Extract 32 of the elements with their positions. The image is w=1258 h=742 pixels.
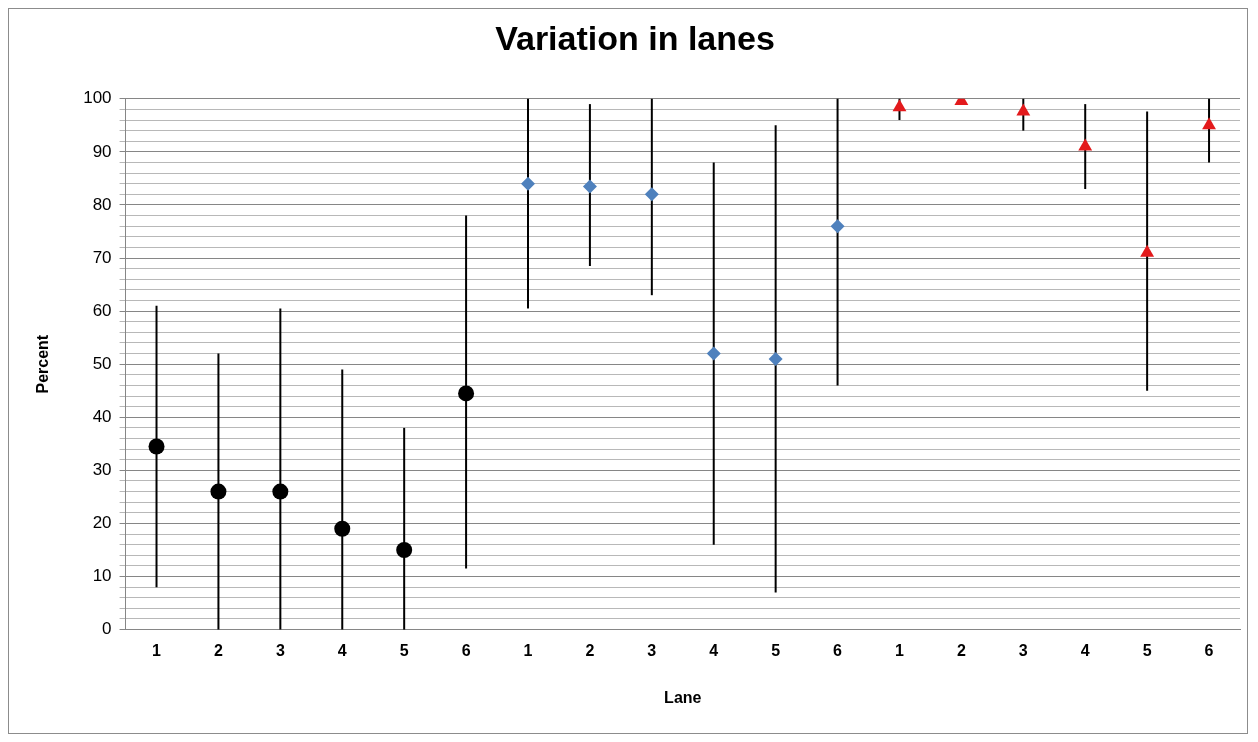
- y-tick-label: 40: [92, 406, 112, 426]
- x-tick-label: 3: [275, 641, 285, 659]
- x-tick-label: 6: [833, 641, 843, 659]
- y-tick-label: 100: [83, 88, 112, 108]
- x-tick-label: 3: [1018, 641, 1028, 659]
- y-tick-label: 80: [92, 194, 112, 214]
- x-tick-label: 4: [337, 641, 347, 659]
- x-tick-label: 6: [461, 641, 471, 659]
- x-tick-label: 2: [585, 641, 595, 659]
- x-tick-label: 1: [895, 641, 905, 659]
- y-tick-label: 70: [92, 247, 112, 267]
- x-tick-label: 1: [523, 641, 533, 659]
- x-tick-label: 2: [956, 641, 966, 659]
- x-tick-label: 5: [1142, 641, 1152, 659]
- y-tick-label: 0: [102, 619, 112, 639]
- x-tick-label: 5: [771, 641, 781, 659]
- x-tick-label: 1: [152, 641, 162, 659]
- x-tick-label: 4: [709, 641, 719, 659]
- x-tick-label: 3: [647, 641, 657, 659]
- y-tick-label: 50: [92, 353, 112, 373]
- x-tick-label: 5: [399, 641, 409, 659]
- y-axis-title: Percent: [34, 334, 52, 394]
- x-axis-title: Lane: [664, 688, 702, 706]
- x-tick-label: 4: [1080, 641, 1090, 659]
- y-tick-label: 60: [92, 300, 112, 320]
- y-tick-label: 30: [92, 460, 112, 480]
- chart-title: Variation in lanes: [495, 18, 775, 57]
- y-tick-label: 20: [92, 513, 112, 533]
- x-tick-label: 2: [213, 641, 223, 659]
- x-tick-label: 6: [1204, 641, 1214, 659]
- y-tick-label: 90: [92, 141, 112, 161]
- y-tick-label: 10: [92, 566, 112, 586]
